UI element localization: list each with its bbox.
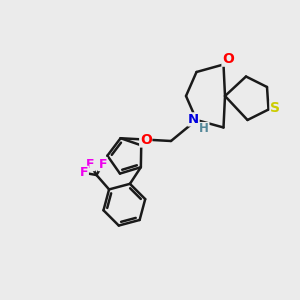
- Text: H: H: [199, 122, 209, 136]
- Text: F: F: [80, 166, 88, 179]
- Text: O: O: [140, 133, 152, 147]
- Text: F: F: [86, 158, 94, 171]
- Text: O: O: [222, 52, 234, 66]
- Text: S: S: [270, 101, 280, 115]
- Text: N: N: [188, 113, 199, 126]
- Text: F: F: [98, 158, 107, 171]
